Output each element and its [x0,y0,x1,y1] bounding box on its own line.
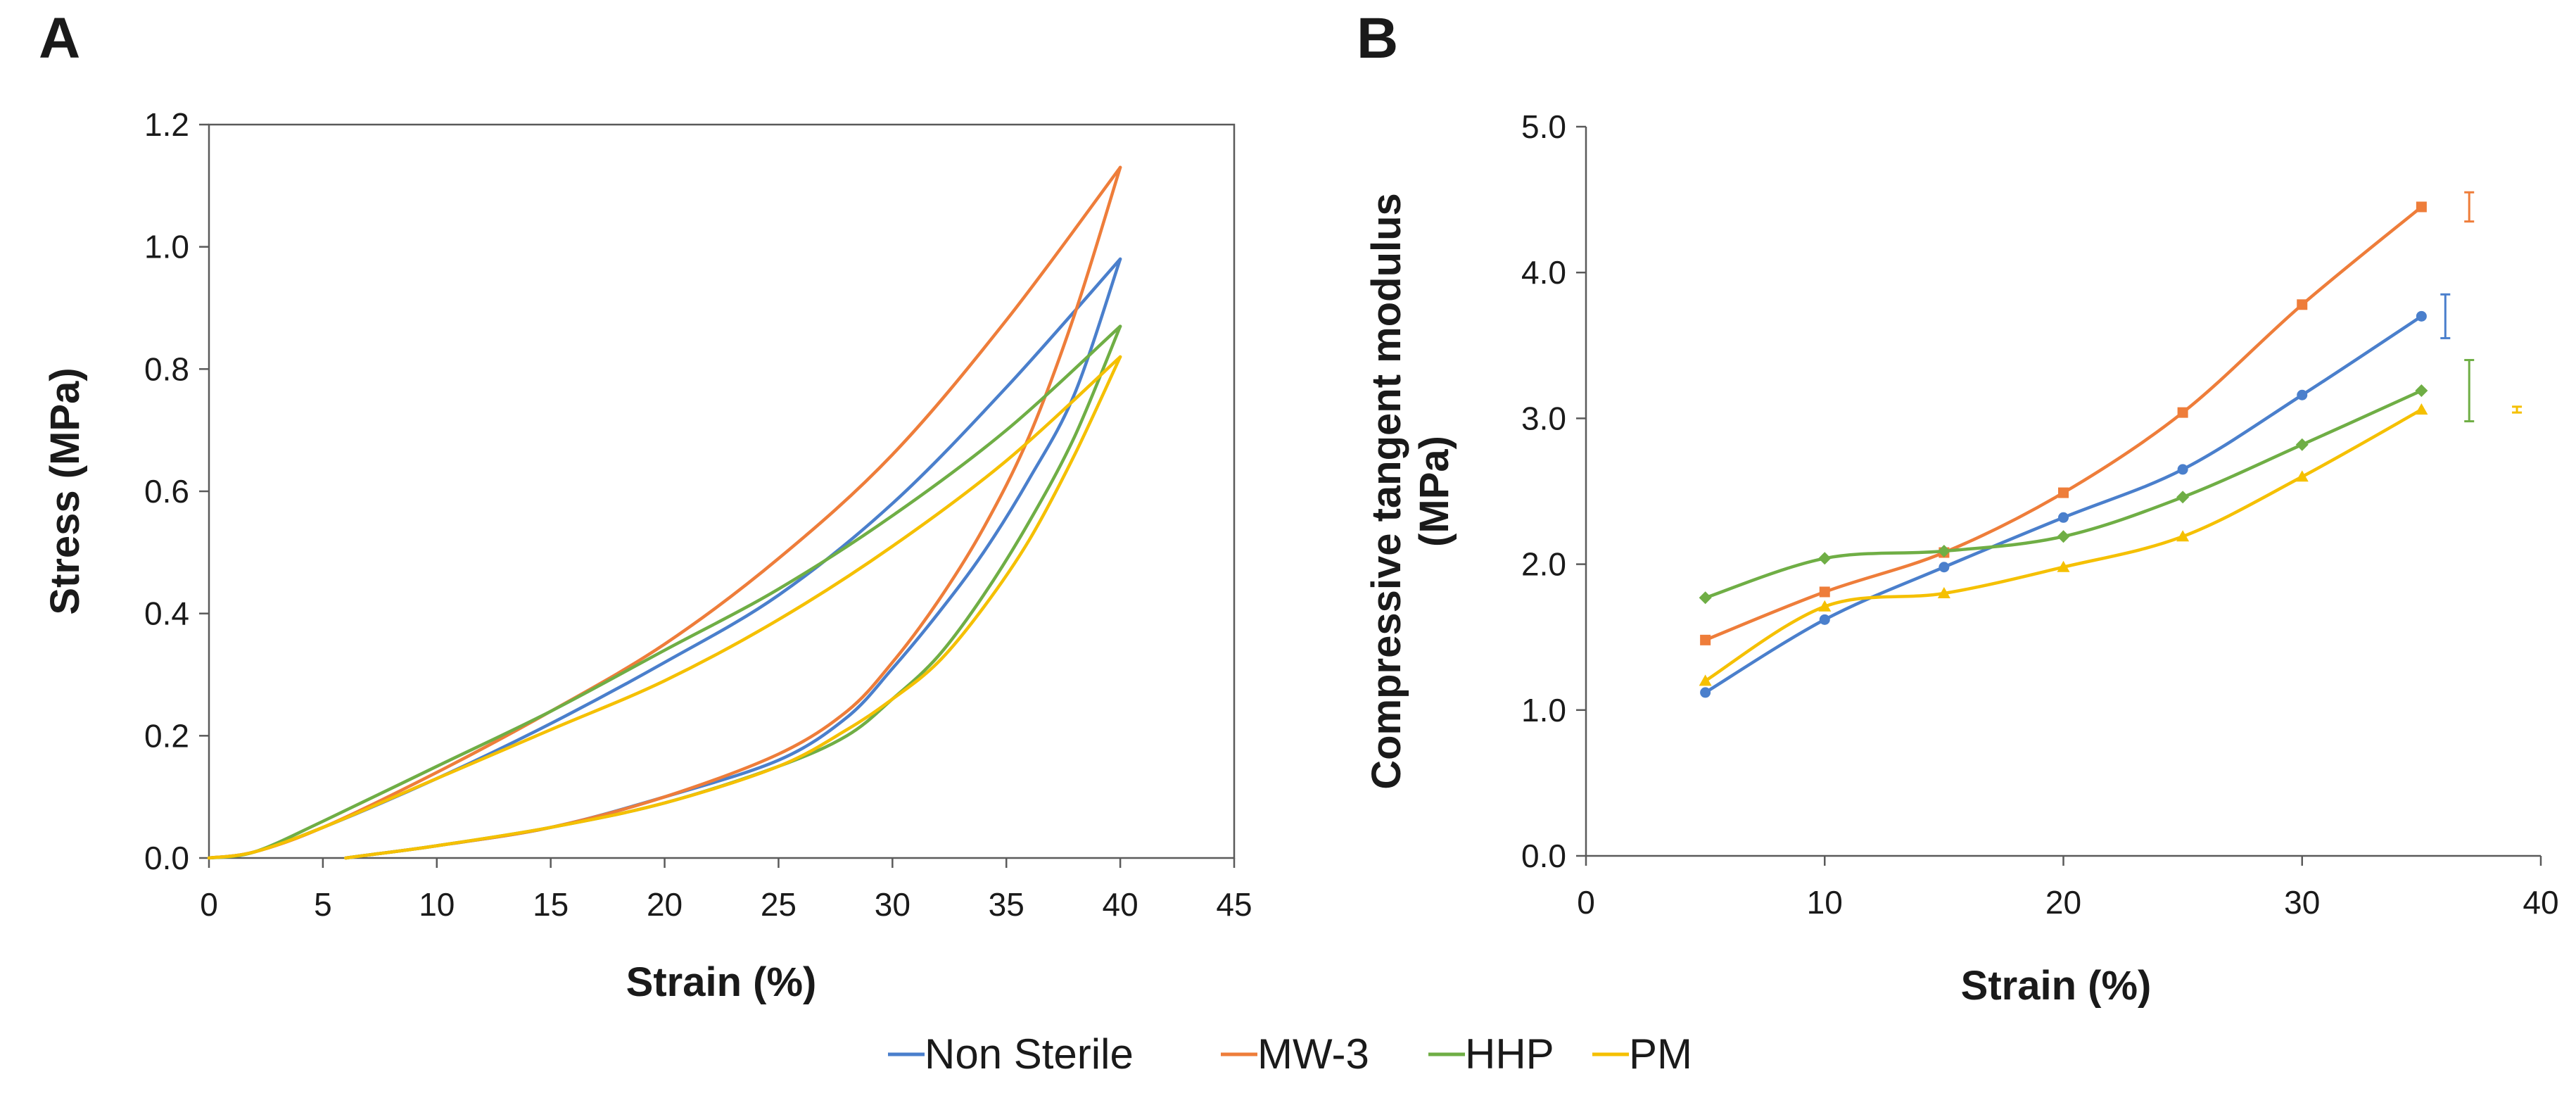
chart-b-mw-3-point [2177,407,2188,418]
chart-b-hhp-point [1818,552,1832,565]
chart-a: Strain (%) Stress (MPa) 0.0 0.2 0.4 0.6 0.8 1… [42,106,1252,1005]
chart-b-hhp-error-bar [2464,359,2475,423]
chart-b-mw-3-point [1819,586,1830,598]
chart-b-non-sterile-point [1700,687,1711,698]
chart-b-non-sterile-point [2177,464,2188,475]
chart-b-mw-3-point [2297,299,2308,310]
chart-b-mw-3-point [2058,487,2069,498]
chart-a-x-tick-label: 15 [533,886,569,923]
chart-a-x-tick-label: 45 [1216,886,1252,923]
legend-hhp-label: HHP [1465,1030,1554,1078]
chart-b-y-tick-label: 4.0 [1521,254,1566,291]
chart-b-mw-3-point [2416,201,2427,213]
chart-b-x-tick-label: 40 [2523,884,2558,921]
chart-b-non-sterile-error-bar [2440,293,2451,339]
chart-b-y-axis-title-line-2: (MPa) [1411,436,1457,547]
chart-b-y-tick-label: 3.0 [1521,400,1566,436]
chart-a-y-tick-label: 0.0 [144,840,189,876]
chart-b-y-tick-label: 2.0 [1521,546,1566,583]
chart-a-y-axis-title: Stress (MPa) [42,367,88,614]
chart-a-x-tick-label: 20 [647,886,683,923]
chart-b-pm-point [1699,674,1712,686]
chart-b-pm-error-bar [2512,405,2523,414]
chart-a-hhp-loading-curve [207,324,1122,860]
legend-mw-3-label: MW-3 [1257,1030,1369,1078]
chart-b-x-tick-label: 30 [2284,884,2320,921]
chart-a-x-tick-label: 35 [989,886,1024,923]
chart-a-mw-3-loading-curve [207,165,1122,860]
chart-b-pm-line [1704,408,2423,683]
chart-b-hhp-point [2176,491,2190,504]
chart-b-pm-point [2057,560,2070,572]
chart-b-non-sterile-point [1939,562,1950,573]
chart-a-x-tick-label: 30 [875,886,911,923]
chart-a-plot-area [208,123,1236,859]
chart-a-x-tick-label: 10 [419,886,455,923]
chart-b-non-sterile-line [1704,315,2423,694]
chart-b-hhp-point [1699,591,1712,605]
chart-b-y-axis-title-line-1: Compressive tangent modulus [1364,193,1409,790]
legend: Non Sterile MW-3 HHP PM [888,1030,1692,1078]
chart-b-mw-3-error-bar [2464,191,2475,223]
chart-a-x-tick-label: 25 [761,886,797,923]
chart-b-mw-3-line [1704,206,2423,642]
chart-b-hhp-point [1937,544,1950,557]
chart-b-x-tick-label: 20 [2045,884,2081,921]
chart-b-y-tick-label: 1.0 [1521,692,1566,728]
chart-a-x-tick-label: 40 [1103,886,1138,923]
chart-a-y-tick-label: 1.0 [144,229,189,265]
legend-pm-label: PM [1629,1030,1692,1078]
chart-a-y-tick-label: 0.2 [144,717,189,754]
chart-a-y-tick-label: 0.8 [144,351,189,387]
chart-b-pm-point [1937,587,1950,599]
chart-a-pm-loading-curve [207,355,1122,860]
chart-b: Strain (%) Compressive tangent modulus (… [1364,108,2559,1009]
chart-b-hhp-point [2057,530,2070,543]
chart-a-pm-unloading-curve [344,355,1122,860]
panel-b-letter: B [1357,6,1398,70]
legend-non-sterile-label: Non Sterile [925,1030,1134,1078]
chart-b-non-sterile-point [1819,614,1830,625]
chart-b-hhp-point [2295,438,2309,451]
panel-a-letter: A [39,6,80,70]
chart-a-y-tick-label: 0.4 [144,595,189,632]
chart-b-x-tick-label: 0 [1577,884,1595,921]
chart-b-mw-3-point [1700,634,1711,645]
chart-b-x-axis-title: Strain (%) [1961,963,2152,1009]
chart-a-x-axis-title: Strain (%) [626,959,817,1005]
chart-b-y-axis-title: Compressive tangent modulus (MPa) [1364,193,1457,790]
chart-b-pm-point [1818,600,1832,612]
chart-a-x-tick-label: 0 [200,886,218,923]
chart-b-y-tick-label: 0.0 [1521,838,1566,874]
chart-b-hhp-point [2415,384,2428,398]
chart-b-non-sterile-point [2058,512,2069,523]
chart-a-y-tick-label: 0.6 [144,473,189,510]
chart-b-pm-point [2415,403,2428,415]
chart-a-x-tick-label: 5 [314,886,332,923]
chart-b-non-sterile-point [2297,389,2308,400]
chart-b-x-tick-label: 10 [1807,884,1843,921]
chart-b-pm-point [2295,470,2309,482]
chart-b-y-tick-label: 5.0 [1521,108,1566,145]
chart-b-pm-point [2176,530,2190,542]
chart-a-y-tick-label: 1.2 [144,106,189,143]
chart-b-non-sterile-point [2416,310,2427,322]
